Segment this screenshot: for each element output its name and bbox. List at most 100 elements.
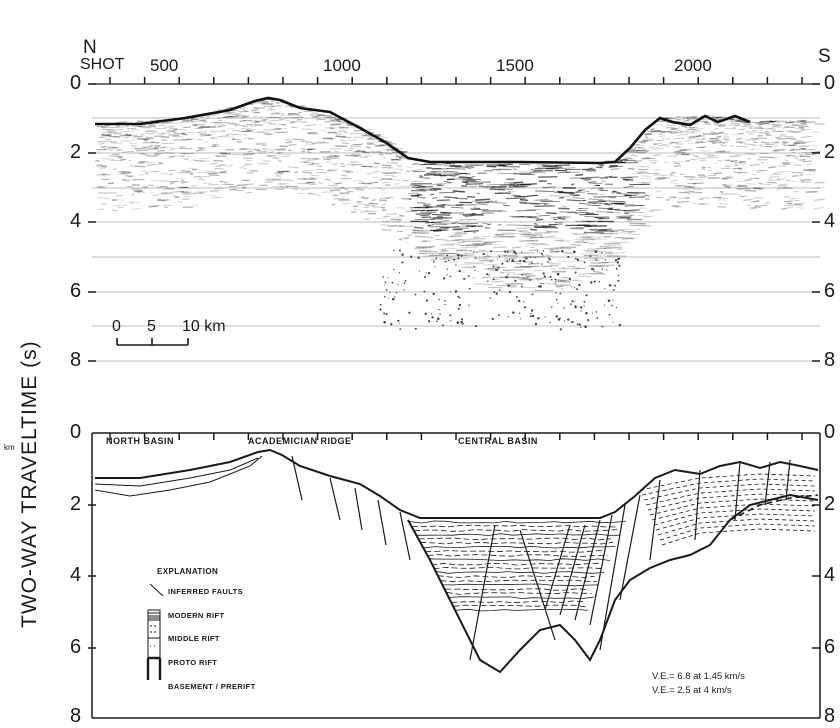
reflection-dot — [591, 268, 593, 270]
reflection-streak — [417, 194, 422, 195]
top-tick-left-2: 2 — [70, 141, 81, 164]
reflection-streak — [628, 168, 635, 169]
reflection-streak — [720, 192, 724, 193]
reflection-streak — [578, 212, 589, 213]
reflection-streak — [282, 156, 290, 157]
reflection-streak — [744, 190, 756, 191]
reflection-streak — [116, 132, 127, 133]
reflection-streak — [630, 225, 651, 226]
reflection-streak — [688, 194, 692, 195]
reflection-streak — [779, 174, 787, 175]
reflection-streak — [434, 224, 447, 225]
reflection-streak — [699, 198, 710, 199]
reflection-streak — [540, 283, 557, 284]
reflection-streak — [307, 193, 316, 194]
reflection-dot — [445, 261, 447, 263]
reflection-streak — [719, 132, 724, 133]
reflection-streak — [436, 229, 449, 230]
reflection-streak — [228, 123, 237, 124]
fault-symbol — [150, 584, 163, 596]
reflection-streak — [638, 215, 646, 216]
reflection-streak — [525, 246, 531, 247]
reflection-dot — [550, 276, 552, 278]
reflection-streak — [201, 176, 210, 177]
reflection-dot — [541, 253, 543, 255]
reflection-streak — [752, 149, 760, 150]
reflection-streak — [379, 180, 382, 181]
reflection-dot — [530, 315, 532, 317]
reflection-streak — [444, 197, 458, 198]
reflection-streak — [784, 127, 794, 128]
reflection-streak — [627, 193, 645, 194]
reflection-streak — [761, 162, 764, 163]
reflection-streak — [546, 232, 558, 233]
reflection-streak — [283, 118, 292, 119]
reflection-streak — [165, 158, 175, 159]
reflection-streak — [355, 156, 361, 157]
reflection-dot — [497, 266, 499, 268]
fault-line — [378, 500, 386, 545]
reflection-streak — [620, 177, 638, 178]
reflection-streak — [454, 234, 467, 235]
reflection-dot — [463, 278, 465, 280]
reflection-streak — [219, 172, 226, 173]
reflection-streak — [806, 174, 816, 175]
reflection-streak — [138, 162, 145, 163]
reflection-dot — [615, 259, 617, 261]
reflection-streak — [469, 239, 486, 240]
reflection-streak — [156, 153, 163, 154]
reflection-streak — [642, 182, 651, 183]
reflection-streak — [800, 137, 811, 138]
reflection-streak — [516, 228, 533, 229]
shoulder-layer — [662, 529, 815, 545]
reflection-streak — [615, 237, 634, 238]
reflection-streak — [589, 266, 604, 267]
reflection-dot — [423, 291, 425, 293]
reflection-streak — [784, 205, 795, 206]
basin-layer — [417, 534, 621, 536]
reflection-dot — [487, 255, 488, 256]
reflection-streak — [693, 189, 702, 190]
reflection-streak — [538, 177, 558, 178]
stray-km-label: km — [4, 443, 15, 452]
reflection-streak — [651, 131, 660, 132]
reflection-streak — [340, 163, 344, 164]
reflection-dot — [584, 325, 587, 328]
reflection-dot — [555, 282, 556, 283]
reflection-streak — [677, 119, 684, 120]
reflection-dot — [380, 304, 382, 306]
reflection-streak — [329, 128, 333, 129]
reflection-streak — [134, 191, 143, 192]
reflection-dot — [575, 258, 577, 260]
reflection-streak — [194, 193, 203, 194]
reflection-streak — [109, 156, 117, 157]
reflection-streak — [681, 126, 687, 127]
reflection-streak — [451, 207, 464, 208]
reflection-streak — [671, 133, 683, 134]
reflection-streak — [654, 173, 659, 174]
reflection-streak — [491, 281, 504, 282]
reflection-dot — [537, 318, 538, 319]
reflection-streak — [229, 165, 233, 166]
reflection-dot — [557, 303, 558, 304]
reflection-streak — [487, 184, 499, 185]
reflection-streak — [787, 156, 790, 157]
reflection-streak — [755, 123, 762, 124]
reflection-streak — [403, 180, 409, 181]
reflection-streak — [662, 139, 670, 140]
reflection-dot — [424, 276, 426, 278]
reflection-dot — [475, 257, 477, 259]
reflection-dot — [487, 280, 489, 282]
reflection-streak — [225, 112, 235, 113]
reflection-streak — [599, 218, 610, 219]
reflection-streak — [488, 269, 500, 270]
reflection-streak — [649, 211, 654, 212]
reflection-streak — [151, 180, 158, 181]
reflection-streak — [373, 163, 379, 164]
reflection-streak — [555, 281, 571, 282]
reflection-streak — [814, 208, 824, 209]
reflection-dot — [450, 291, 451, 292]
reflection-streak — [120, 141, 132, 142]
reflection-streak — [344, 132, 349, 133]
reflection-streak — [519, 202, 527, 203]
